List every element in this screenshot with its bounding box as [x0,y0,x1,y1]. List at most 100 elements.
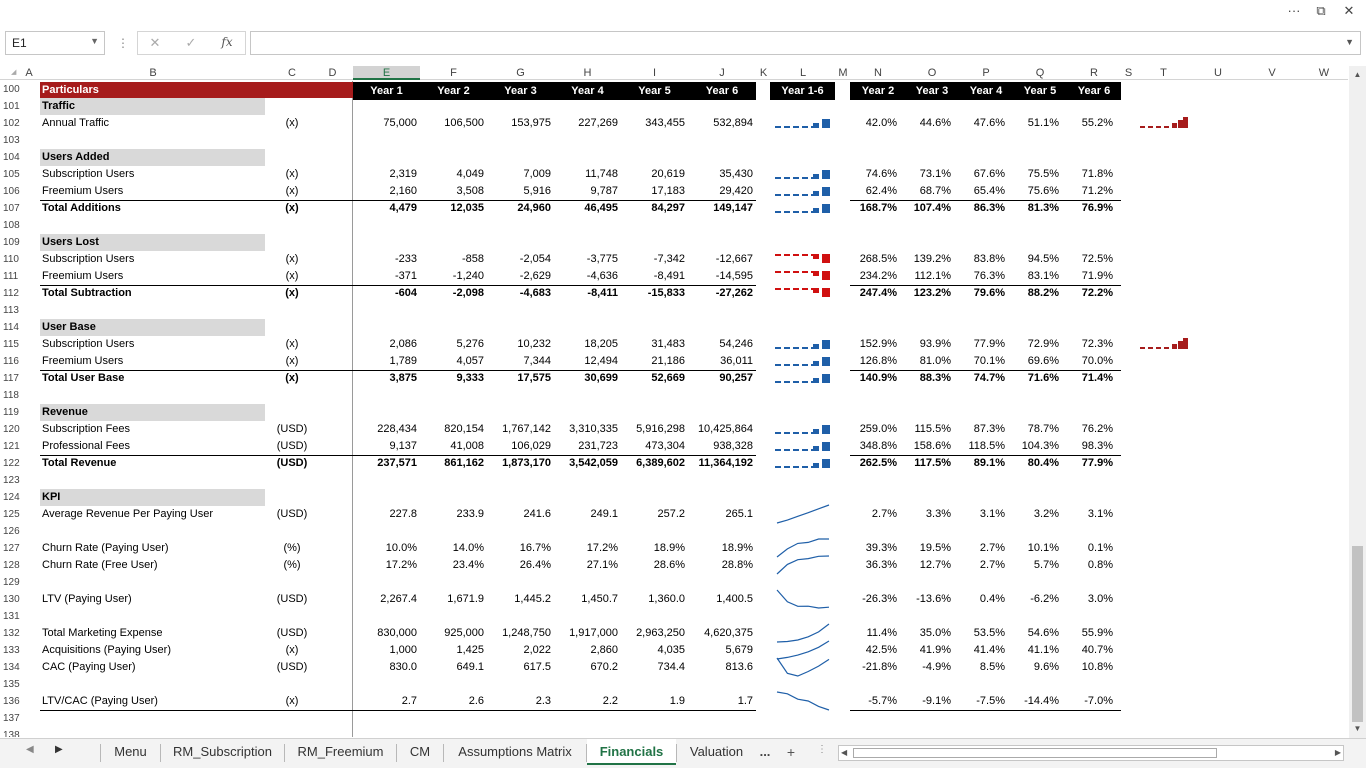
growth-cell[interactable]: 83.8% [973,253,1005,265]
growth-cell[interactable]: 88.2% [1027,287,1059,299]
value-cell[interactable]: 75,000 [383,117,417,129]
row-header[interactable]: 118 [3,390,19,401]
value-cell[interactable]: 9,137 [389,440,417,452]
value-cell[interactable]: -371 [394,270,417,282]
growth-cell[interactable]: 78.7% [1027,423,1059,435]
value-cell[interactable]: 18.9% [653,542,685,554]
growth-cell[interactable]: 72.2% [1081,287,1113,299]
value-cell[interactable]: 153,975 [511,117,551,129]
value-cell[interactable]: 830.0 [389,661,417,673]
growth-cell[interactable]: 5.7% [1033,559,1059,571]
growth-cell[interactable]: 62.4% [865,185,897,197]
row-header[interactable]: 115 [3,339,19,350]
value-cell[interactable]: 4,035 [657,644,685,656]
value-cell[interactable]: -14,595 [715,270,753,282]
value-cell[interactable]: 14.0% [452,542,484,554]
column-header-n[interactable]: N [874,67,882,79]
scroll-up-icon[interactable]: ▲ [1353,70,1362,79]
value-cell[interactable]: -12,667 [715,253,753,265]
column-header-l[interactable]: L [799,67,807,79]
value-cell[interactable]: 3,875 [389,372,417,384]
value-cell[interactable]: 23.4% [452,559,484,571]
value-cell[interactable]: 649.1 [456,661,484,673]
column-header-e[interactable]: E [353,66,420,80]
column-header-q[interactable]: Q [1035,67,1045,79]
row-header[interactable]: 124 [3,492,20,503]
growth-cell[interactable]: 72.9% [1027,338,1059,350]
row-header[interactable]: 102 [3,118,20,129]
growth-cell[interactable]: -7.5% [976,695,1005,707]
value-cell[interactable]: 11,748 [585,168,618,180]
row-header[interactable]: 104 [3,152,20,163]
hscroll-thumb[interactable] [853,748,1217,758]
growth-cell[interactable]: 40.7% [1081,644,1113,656]
column-header-v[interactable]: V [1268,67,1276,79]
growth-cell[interactable]: 71.6% [1027,372,1059,384]
value-cell[interactable]: 17,575 [517,372,551,384]
growth-cell[interactable]: -9.1% [922,695,951,707]
growth-cell[interactable]: 77.9% [1081,457,1113,469]
row-header[interactable]: 138 [3,730,20,737]
value-cell[interactable]: 231,723 [578,440,618,452]
growth-cell[interactable]: 76.9% [1081,202,1113,214]
value-cell[interactable]: 2.2 [602,695,618,707]
value-cell[interactable]: 6,389,602 [636,457,685,469]
row-header[interactable]: 134 [3,662,20,673]
growth-cell[interactable]: 348.8% [859,440,897,452]
value-cell[interactable]: 106,500 [444,117,484,129]
growth-cell[interactable]: 158.6% [913,440,951,452]
growth-cell[interactable]: 118.5% [968,440,1006,452]
row-header[interactable]: 116 [3,356,19,367]
growth-cell[interactable]: 12.7% [919,559,951,571]
value-cell[interactable]: 925,000 [444,627,484,639]
growth-cell[interactable]: 268.5% [859,253,897,265]
row-header[interactable]: 117 [3,373,19,384]
growth-cell[interactable]: 88.3% [919,372,951,384]
value-cell[interactable]: 3,508 [456,185,484,197]
growth-cell[interactable]: 2.7% [979,542,1005,554]
scroll-thumb[interactable] [1352,546,1363,722]
growth-cell[interactable]: 8.5% [979,661,1005,673]
growth-cell[interactable]: 126.8% [859,355,897,367]
growth-cell[interactable]: 19.5% [919,542,951,554]
growth-cell[interactable]: 53.5% [973,627,1005,639]
column-header-a[interactable]: A [25,67,33,79]
scroll-left-icon[interactable]: ◀ [841,748,848,757]
growth-cell[interactable]: 2.7% [979,559,1005,571]
value-cell[interactable]: 343,455 [645,117,685,129]
row-header[interactable]: 132 [3,628,20,639]
value-cell[interactable]: 2.6 [468,695,484,707]
value-cell[interactable]: 20,619 [651,168,685,180]
growth-cell[interactable]: 55.2% [1081,117,1113,129]
column-header-w[interactable]: W [1318,67,1330,79]
value-cell[interactable]: 29,420 [719,185,753,197]
growth-cell[interactable]: -13.6% [916,593,951,605]
value-cell[interactable]: 2,963,250 [636,627,685,639]
value-cell[interactable]: 17.2% [586,542,618,554]
row-header[interactable]: 113 [3,305,19,316]
growth-cell[interactable]: 74.7% [973,372,1005,384]
growth-cell[interactable]: 86.3% [973,202,1005,214]
value-cell[interactable]: 670.2 [590,661,618,673]
growth-cell[interactable]: 47.6% [973,117,1005,129]
growth-cell[interactable]: 73.1% [919,168,951,180]
row-header[interactable]: 123 [3,475,20,486]
growth-cell[interactable]: 168.7% [859,202,897,214]
growth-cell[interactable]: 104.3% [1021,440,1059,452]
sheet-tab-rm-subscription[interactable]: RM_Subscription [173,744,272,759]
value-cell[interactable]: 3,310,335 [569,423,618,435]
value-cell[interactable]: 36,011 [720,355,753,367]
column-header-k[interactable]: K [759,67,768,79]
row-header[interactable]: 133 [3,645,20,656]
growth-cell[interactable]: 81.0% [919,355,951,367]
value-cell[interactable]: 21,186 [651,355,685,367]
growth-cell[interactable]: 81.3% [1027,202,1059,214]
value-cell[interactable]: -4,683 [519,287,551,299]
value-cell[interactable]: -2,098 [452,287,484,299]
vertical-scrollbar[interactable]: ▲ ▼ [1349,66,1366,738]
sheet-tab-cm[interactable]: CM [409,744,431,759]
insert-function-icon[interactable]: fx [221,35,233,49]
value-cell[interactable]: 28.8% [721,559,753,571]
growth-cell[interactable]: 98.3% [1081,440,1113,452]
growth-cell[interactable]: 2.7% [871,508,897,520]
